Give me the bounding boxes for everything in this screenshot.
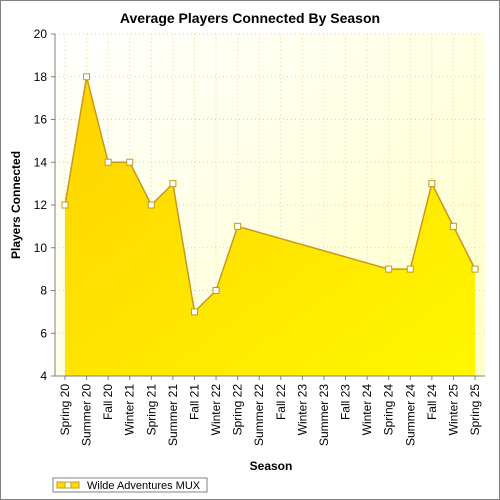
y-axis-title: Players Connected: [9, 151, 23, 259]
data-point-marker: [61, 201, 69, 209]
legend-box: [52, 477, 208, 493]
x-tick-label: Winter 22: [209, 384, 223, 436]
series-line: [64, 76, 476, 314]
y-tick-label: 20: [34, 27, 48, 41]
x-tick-label: Winter 24: [360, 384, 374, 436]
x-tick-label: Winter 21: [123, 384, 137, 436]
data-point-marker: [147, 201, 155, 209]
y-tick-label: 16: [34, 113, 48, 127]
x-tick-label: Summer 24: [403, 384, 417, 446]
x-tick-label: Summer 20: [80, 384, 94, 446]
x-tick-label: Fall 21: [187, 384, 201, 420]
x-tick-label: Spring 20: [58, 384, 72, 436]
data-point-marker: [449, 222, 457, 230]
legend-label: Wilde Adventures MUX: [87, 480, 201, 492]
y-tick-label: 10: [34, 241, 48, 255]
x-tick-label: Fall 24: [425, 384, 439, 420]
data-point-marker: [406, 265, 414, 273]
x-tick-label: Fall 20: [101, 384, 115, 420]
data-point-marker: [83, 73, 91, 81]
x-tick-label: Spring 22: [231, 384, 245, 436]
x-tick-label: Spring 24: [382, 384, 396, 436]
x-tick-label: Winter 23: [295, 384, 309, 436]
data-point-marker: [212, 287, 220, 294]
data-point-marker: [126, 158, 134, 166]
x-tick-label: Winter 25: [446, 384, 460, 436]
data-point-marker: [234, 222, 242, 230]
data-point-marker: [471, 265, 479, 273]
x-tick-label: Spring 21: [144, 384, 158, 436]
series-area: [65, 76, 475, 376]
data-point-marker: [190, 308, 198, 316]
x-tick-label: Summer 23: [317, 384, 331, 446]
y-tick-label: 18: [34, 70, 48, 84]
chart-title: Average Players Connected By Season: [120, 10, 380, 26]
data-point-marker: [104, 158, 112, 166]
x-tick-label: Spring 25: [468, 384, 482, 436]
y-tick-label: 14: [34, 155, 48, 169]
x-tick-label: Fall 22: [274, 384, 288, 420]
legend-marker-icon: [64, 481, 72, 489]
y-tick-label: 8: [40, 284, 47, 298]
plot-area: 4 6 8 10 12 14 16 18 20 Spring 20 Summer 20 Fall 20…: [34, 27, 485, 446]
y-tick-label: 6: [40, 326, 47, 340]
data-point-marker: [428, 180, 436, 188]
y-tick-label: 12: [34, 198, 48, 212]
y-tick-label: 4: [40, 369, 47, 383]
data-point-marker: [385, 265, 393, 273]
data-point-marker: [169, 180, 177, 188]
x-axis-title: Season: [250, 459, 293, 473]
x-tick-label: Fall 23: [339, 384, 353, 420]
x-tick-label: Summer 21: [166, 384, 180, 446]
legend: Wilde Adventures MUX: [52, 477, 208, 493]
x-tick-label: Summer 22: [252, 384, 266, 446]
